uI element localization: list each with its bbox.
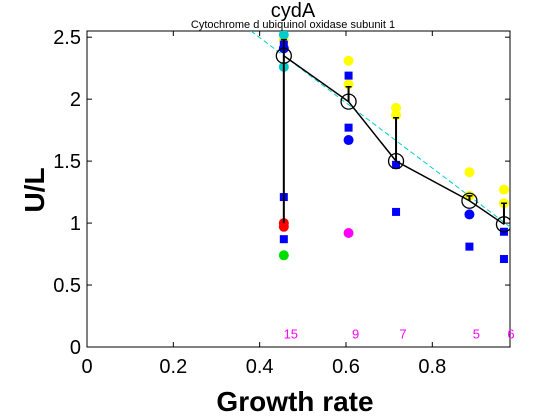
data-point-square (392, 160, 401, 169)
chart-subtitle: Cytochrome d ubiquinol oxidase subunit 1 (191, 19, 395, 31)
y-tick-label: 2 (70, 89, 81, 111)
data-point-circle (464, 209, 475, 220)
data-point-circle (343, 135, 354, 146)
plot-clip-group (250, 31, 510, 264)
data-point-circle (343, 227, 354, 238)
y-tick-label: 1.5 (53, 151, 81, 173)
y-tick-label: 2.5 (53, 27, 81, 49)
mean-marker (275, 47, 292, 64)
data-point-square (465, 242, 474, 251)
data-point-circle (278, 250, 289, 261)
x-axis-title: Growth rate (216, 386, 373, 417)
chart-title: cydA (271, 0, 316, 22)
mean-marker (495, 216, 510, 233)
mean-line (283, 55, 505, 225)
sample-count-label: 6 (507, 327, 514, 342)
data-point-circle (343, 55, 354, 66)
sample-count-label: 5 (473, 327, 480, 342)
sample-count-label: 7 (399, 327, 406, 342)
data-point-circle (278, 31, 289, 40)
x-tick-label: 0.6 (332, 356, 360, 378)
data-point-circle (391, 102, 402, 113)
data-point-square (344, 71, 353, 80)
y-axis-title: U/L (19, 167, 50, 212)
y-tick-label: 0 (70, 337, 81, 359)
mean-marker (461, 192, 478, 209)
mean-marker (387, 152, 405, 170)
y-tick-label: 0.5 (53, 275, 81, 297)
data-point-square (344, 123, 353, 132)
data-point-square (392, 207, 401, 216)
x-tick-label: 0.4 (246, 356, 274, 378)
x-tick-label: 0 (81, 356, 92, 378)
plot-frame (86, 30, 511, 348)
data-point-circle (464, 167, 475, 178)
plot-area: 0 0.2 0.4 0.6 0.8 0 0.5 1 1.5 2 2.5 15 9 7 5 6 (53, 27, 514, 378)
data-point-circle (498, 184, 509, 195)
data-point-circle (278, 221, 289, 232)
x-tick-label: 0.2 (159, 356, 187, 378)
mean-marker (340, 93, 357, 110)
sample-count-label: 9 (352, 327, 359, 342)
data-point-square (279, 235, 288, 244)
sample-count-label: 15 (284, 327, 298, 342)
data-point-square (499, 255, 508, 264)
y-tick-label: 1 (70, 213, 81, 235)
fit-line (250, 31, 510, 228)
x-tick-label: 0.8 (418, 356, 446, 378)
